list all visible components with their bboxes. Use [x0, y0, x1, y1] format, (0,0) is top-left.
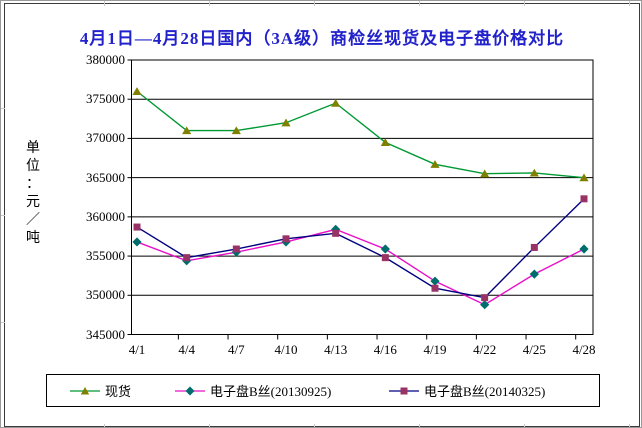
legend-entry-b20140325: 电子盘B丝(20140325) [389, 375, 545, 406]
sheet-gridline-mark [104, 424, 105, 427]
data-point-square [133, 223, 141, 231]
x-tick-label: 4/13 [324, 342, 348, 357]
data-point-square [530, 243, 538, 251]
data-point-diamond [331, 224, 341, 235]
sheet-gridline-mark [209, 424, 210, 427]
data-point-diamond [430, 276, 440, 286]
data-point-diamond [380, 244, 390, 254]
data-point-triangle [281, 118, 291, 127]
data-point-diamond [480, 300, 490, 310]
data-point-triangle [529, 168, 539, 177]
data-point-square [332, 229, 340, 237]
y-tick-label: 380000 [86, 52, 125, 67]
data-point-square [431, 284, 439, 292]
legend-entry-b20130925: 电子盘B丝(20130925) [175, 375, 331, 406]
x-tick-label: 4/7 [228, 342, 245, 357]
triangle-marker-icon [80, 386, 90, 394]
y-tick-label: 375000 [86, 91, 125, 107]
chart-title: 4月1日—4月28日国内（3A级）商检丝现货及电子盘价格对比 [79, 29, 565, 48]
spot-line-sample [70, 386, 100, 394]
sheet-gridline-mark [314, 1, 315, 6]
data-point-triangle [132, 87, 142, 95]
sheet-gridline-mark [314, 424, 315, 427]
sheet-gridline-mark [629, 1, 630, 6]
sheet-gridline-mark [1, 108, 5, 109]
data-point-triangle [480, 169, 490, 178]
sheet-gridline-mark [419, 1, 420, 6]
x-tick-label: 4/28 [572, 342, 596, 357]
data-point-square [232, 245, 240, 253]
y-tick-label: 360000 [86, 208, 125, 224]
sheet-gridline-mark [1, 215, 5, 216]
data-point-triangle [380, 138, 390, 146]
x-tick-label: 4/22 [473, 342, 497, 357]
data-point-triangle [430, 160, 440, 168]
sheet-gridline-mark [1, 322, 5, 323]
data-point-square [183, 254, 191, 262]
series-line-1 [136, 228, 585, 306]
data-point-square [282, 235, 290, 243]
x-tick-label: 4/4 [178, 342, 195, 357]
data-point-diamond [132, 237, 142, 247]
chart-object-border [4, 3, 640, 427]
x-tick-label: 4/16 [373, 342, 397, 357]
y-tick-label: 355000 [86, 248, 125, 264]
legend-label-spot: 现货 [105, 384, 132, 399]
sheet-gridline-mark [524, 424, 525, 427]
sheet-gridline-mark [629, 424, 630, 427]
x-tick-label: 4/10 [274, 342, 298, 357]
sheet-gridline-mark [524, 1, 525, 6]
y-tick-label: 350000 [86, 287, 125, 303]
y-tick-label: 365000 [86, 169, 125, 185]
series-line-0 [136, 90, 585, 179]
y-axis-title: 单 位 ： 元 ／ 吨 [26, 141, 40, 246]
data-point-diamond [579, 244, 589, 254]
x-tick-label: 4/25 [522, 342, 546, 357]
b20130925-line-sample [175, 386, 205, 395]
y-tick-label: 370000 [86, 130, 125, 146]
data-point-triangle [231, 126, 241, 135]
data-point-square [580, 195, 588, 203]
sheet-gridline-mark [419, 424, 420, 427]
sheet-gridline-mark [104, 1, 105, 6]
series-line-2 [136, 198, 585, 299]
x-tick-label: 4/19 [423, 342, 447, 357]
square-marker-icon [400, 387, 408, 394]
y-tick-label: 345000 [86, 326, 125, 342]
diamond-marker-icon [185, 386, 195, 395]
b20140325-line-sample [389, 387, 419, 394]
legend-label-b20140325: 电子盘B丝(20140325) [424, 384, 546, 399]
data-point-diamond [529, 269, 539, 279]
data-point-triangle [182, 126, 192, 135]
legend-label-b20130925: 电子盘B丝(20130925) [210, 384, 332, 399]
data-point-triangle [579, 173, 589, 182]
sheet-gridline-mark [209, 1, 210, 6]
legend-entry-spot: 现货 [70, 375, 131, 406]
data-point-square [481, 294, 489, 302]
data-point-square [381, 254, 389, 262]
legend: 现货 电子盘B丝(20130925) 电子盘B丝(20140325) [46, 374, 600, 407]
plot-frame [131, 59, 594, 335]
data-point-triangle [331, 98, 341, 107]
x-tick-label: 4/1 [128, 342, 146, 357]
